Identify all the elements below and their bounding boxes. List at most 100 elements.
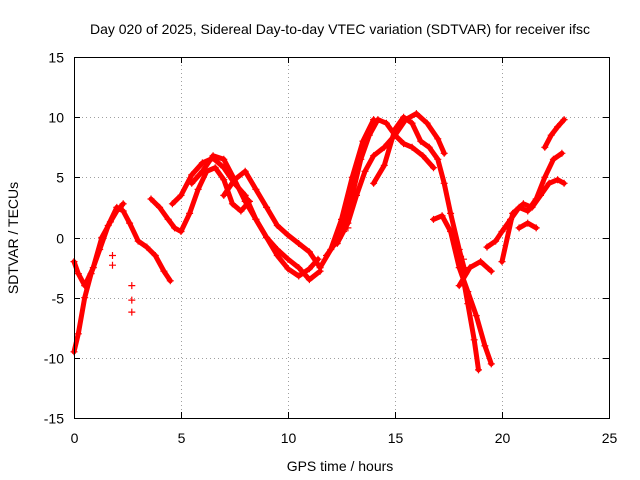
- data-point-marker: [166, 277, 174, 285]
- grid-lines: [74, 57, 609, 418]
- data-point-marker: [524, 219, 532, 227]
- data-point-marker: [353, 191, 360, 199]
- data-point-marker: [475, 366, 482, 374]
- data-point-marker: [156, 203, 164, 211]
- data-point-marker: [316, 264, 324, 272]
- data-point-marker: [147, 195, 155, 203]
- data-point-marker: [284, 255, 292, 263]
- data-point-marker: [374, 116, 382, 124]
- isolated-point-marker: [109, 252, 116, 259]
- data-point-marker: [231, 176, 238, 184]
- data-point-marker: [419, 152, 427, 160]
- series-track-13: [484, 150, 565, 250]
- data-point-marker: [81, 282, 89, 290]
- data-point-marker: [220, 176, 228, 184]
- data-point-marker: [143, 243, 151, 251]
- data-point-marker: [98, 234, 106, 241]
- data-point-marker: [74, 270, 82, 278]
- data-points: [70, 110, 568, 374]
- data-point-marker: [541, 173, 549, 181]
- data-point-marker: [151, 252, 159, 259]
- data-point-marker: [81, 294, 89, 302]
- data-point-marker: [434, 155, 442, 163]
- data-point-marker: [160, 267, 168, 275]
- x-tick-label: 5: [178, 430, 186, 446]
- chart-title: Day 020 of 2025, Sidereal Day-to-day VTE…: [90, 21, 590, 37]
- data-point-marker: [106, 218, 114, 226]
- data-point-marker: [338, 215, 345, 223]
- data-point-marker: [365, 131, 373, 139]
- y-tick-label: -15: [44, 411, 64, 427]
- data-point-marker: [295, 272, 303, 280]
- data-point-marker: [560, 116, 568, 124]
- data-point-marker: [220, 164, 228, 172]
- data-point-marker: [528, 203, 536, 211]
- data-point-marker: [507, 215, 515, 223]
- data-point-marker: [211, 164, 219, 172]
- data-point-marker: [438, 212, 446, 220]
- data-point-marker: [483, 243, 491, 251]
- data-point-marker: [164, 215, 172, 223]
- data-point-marker: [323, 252, 330, 259]
- data-point-marker: [380, 143, 388, 151]
- data-point-marker: [541, 143, 549, 151]
- y-tick-label: 10: [48, 110, 64, 126]
- data-point-marker: [408, 143, 416, 151]
- data-point-marker: [104, 222, 112, 229]
- data-point-marker: [113, 207, 121, 215]
- data-point-marker: [263, 234, 271, 241]
- data-point-marker: [252, 185, 260, 193]
- data-point-marker: [314, 255, 322, 263]
- data-point-marker: [241, 197, 249, 205]
- y-tick-label: -10: [44, 351, 64, 367]
- data-point-marker: [241, 191, 249, 199]
- data-point-marker: [487, 267, 495, 275]
- data-point-marker: [400, 140, 408, 148]
- isolated-point-marker: [340, 228, 348, 235]
- x-tick-label: 0: [71, 430, 79, 446]
- data-point-marker: [188, 179, 196, 187]
- plot-frame: [74, 57, 610, 419]
- data-point-marker: [524, 207, 532, 215]
- isolated-point-marker: [128, 282, 136, 290]
- data-point-marker: [357, 155, 365, 163]
- data-point-marker: [464, 288, 472, 296]
- data-point-marker: [126, 219, 134, 227]
- data-point-marker: [447, 228, 455, 235]
- data-point-marker: [220, 155, 228, 163]
- data-point-marker: [209, 152, 217, 160]
- data-point-marker: [472, 312, 480, 320]
- data-point-marker: [515, 203, 523, 211]
- data-point-marker: [359, 137, 367, 145]
- data-point-marker: [547, 131, 555, 139]
- data-point-marker: [509, 209, 517, 217]
- data-point-marker: [241, 167, 249, 175]
- isolated-point-marker: [344, 224, 352, 232]
- data-point-marker: [305, 265, 313, 273]
- data-point-marker: [440, 149, 448, 157]
- data-point-marker: [430, 164, 437, 172]
- data-point-marker: [532, 195, 540, 203]
- data-point-marker: [295, 240, 303, 247]
- isolated-point-marker: [460, 255, 467, 263]
- data-point-marker: [273, 246, 281, 253]
- data-series: [71, 111, 567, 373]
- data-point-marker: [96, 246, 104, 253]
- data-point-marker: [412, 110, 420, 118]
- data-point-marker: [361, 167, 369, 175]
- data-point-marker: [198, 167, 206, 175]
- data-point-marker: [545, 179, 553, 187]
- x-tick-label: 10: [281, 430, 297, 446]
- data-point-marker: [348, 173, 356, 181]
- data-point-marker: [560, 179, 568, 187]
- data-point-marker: [470, 336, 478, 344]
- data-point-marker: [477, 258, 485, 266]
- data-point-marker: [87, 270, 95, 278]
- series-track-12: [456, 259, 494, 289]
- x-tick-label: 20: [495, 430, 511, 446]
- data-point-marker: [492, 237, 500, 245]
- y-tick-label: 0: [56, 231, 64, 247]
- series-track-15: [542, 117, 567, 150]
- data-point-marker: [198, 159, 206, 167]
